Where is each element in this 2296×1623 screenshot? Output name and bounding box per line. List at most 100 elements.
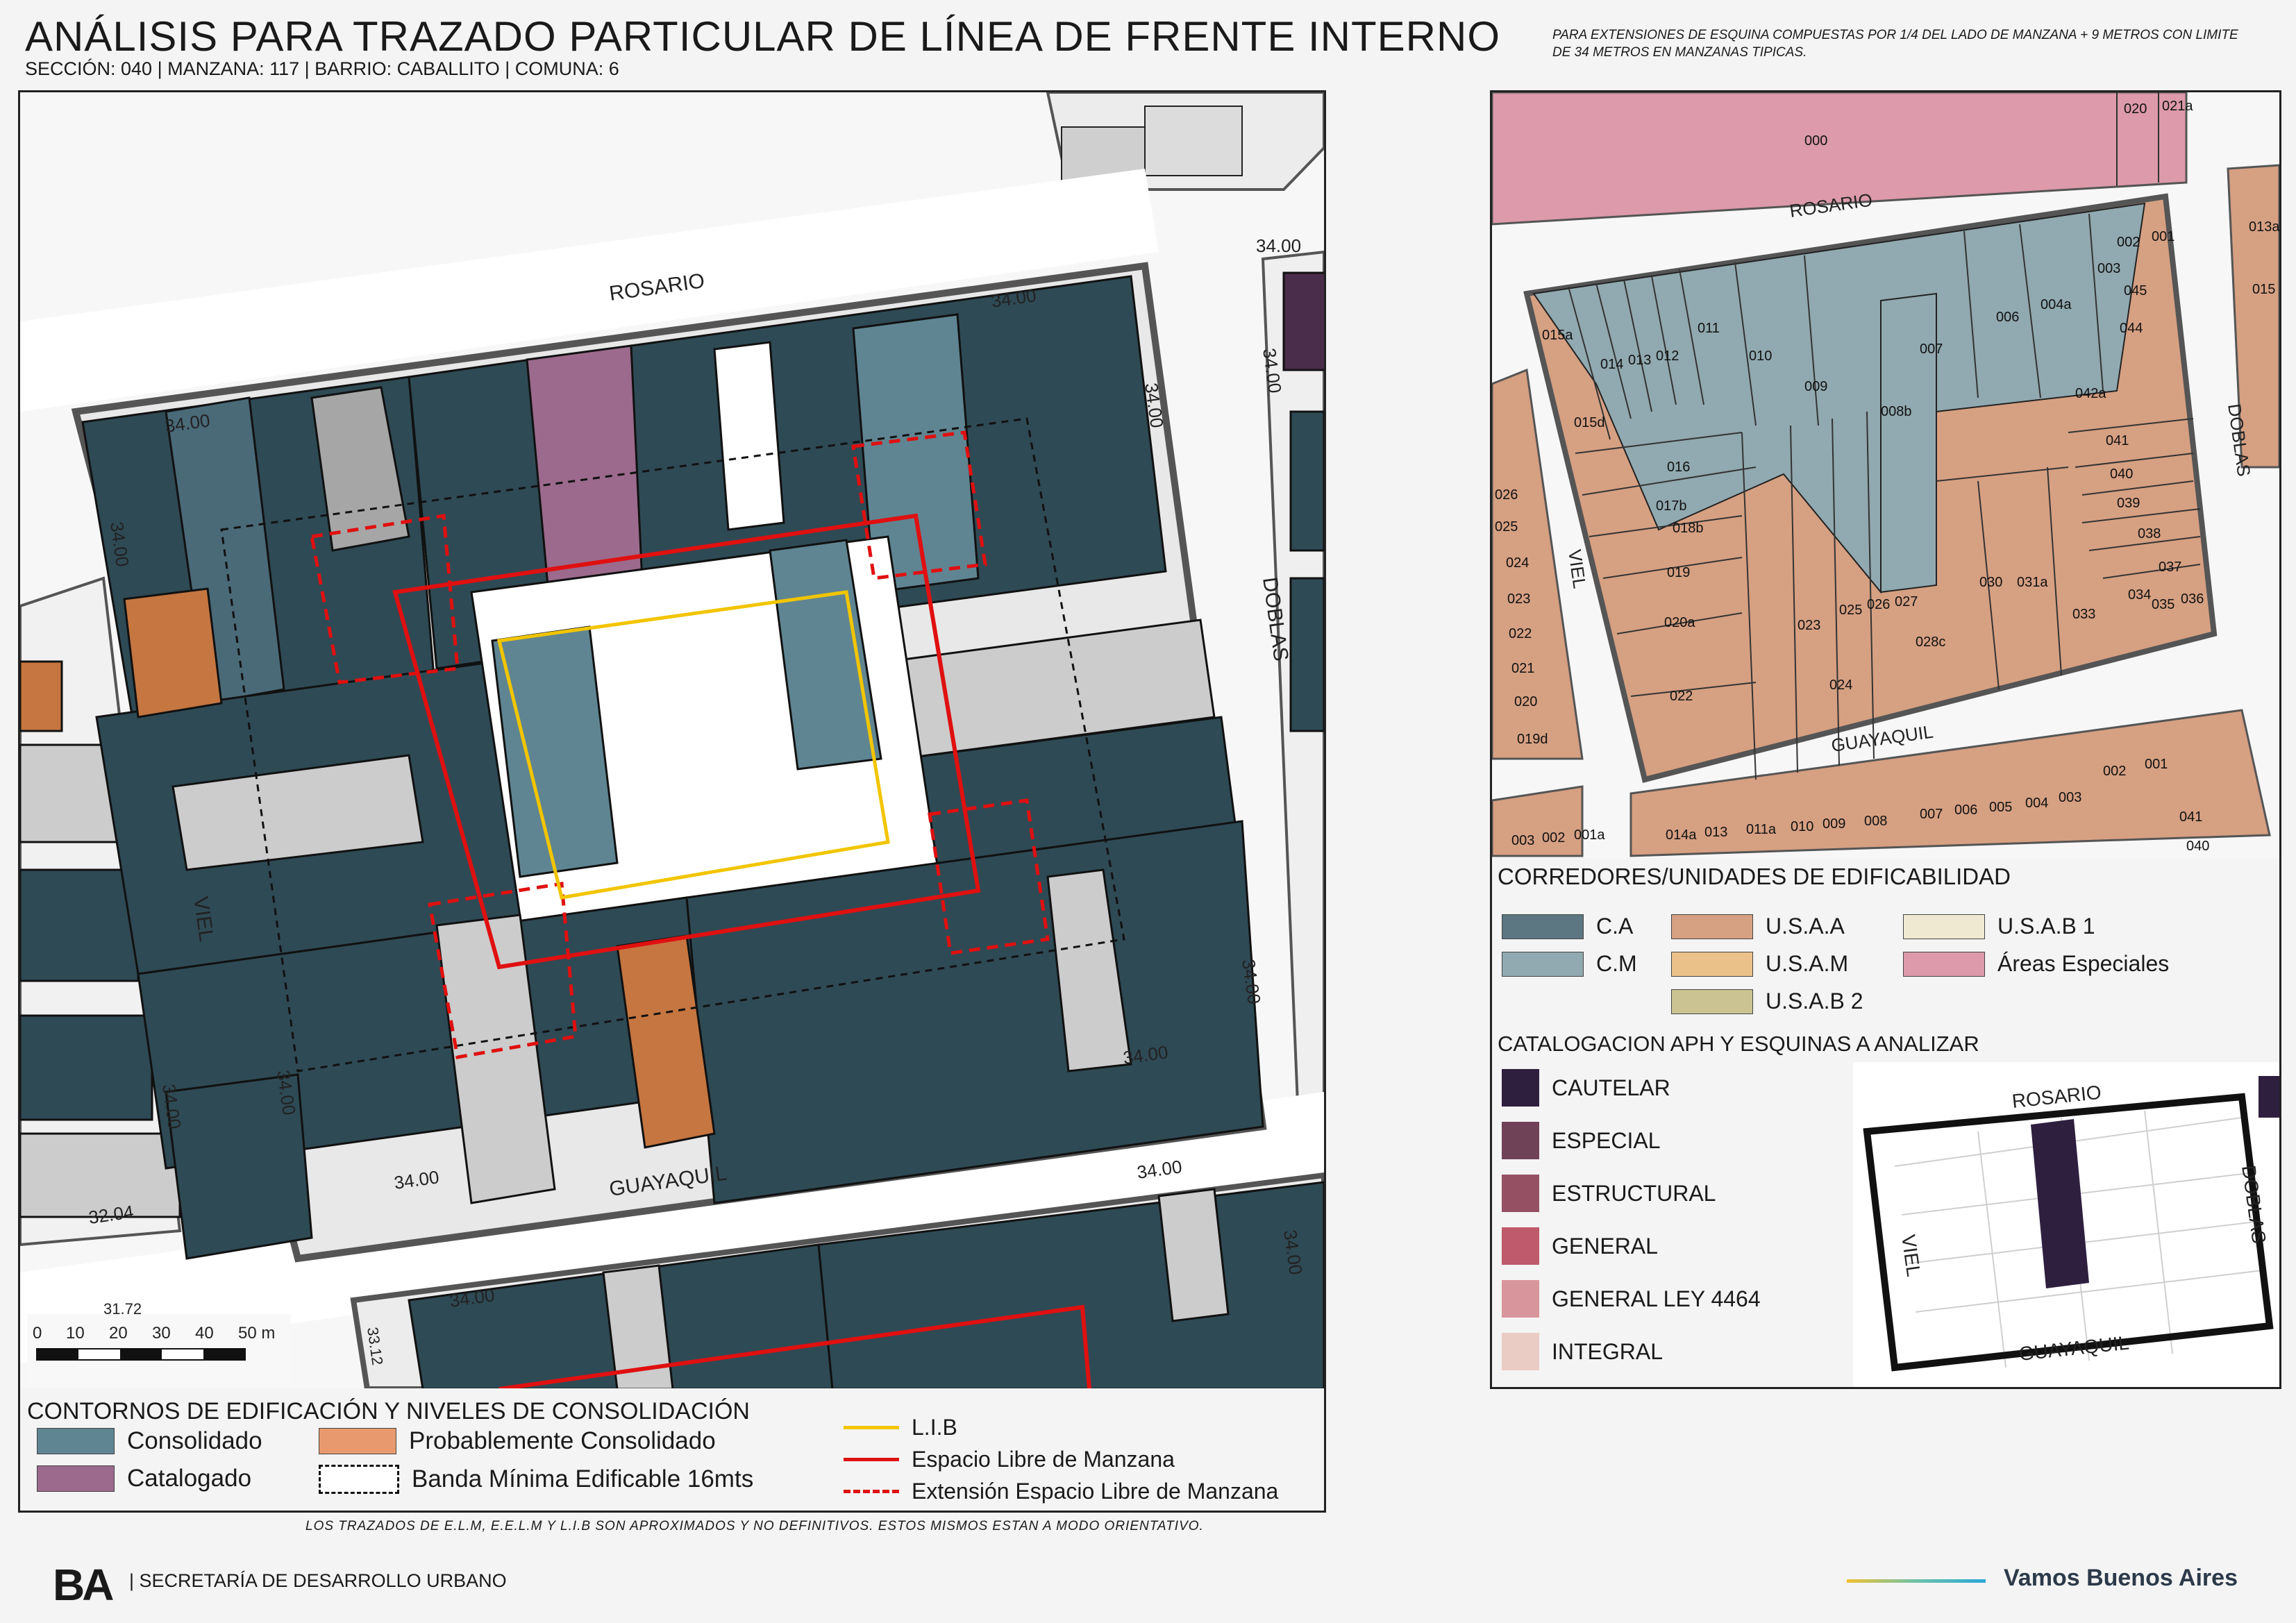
svg-text:010: 010 — [1749, 348, 1772, 364]
legend-swatch — [1671, 951, 1753, 977]
legend-swatch — [1502, 914, 1584, 939]
svg-text:015d: 015d — [1574, 415, 1605, 430]
svg-text:041: 041 — [2179, 809, 2202, 825]
svg-text:042a: 042a — [2075, 386, 2106, 401]
svg-text:037: 037 — [2159, 560, 2181, 575]
legend-swatch — [1502, 1069, 1539, 1107]
svg-text:002: 002 — [2117, 235, 2140, 250]
legend-item-especial: ESPECIAL — [1502, 1122, 1661, 1159]
svg-text:021: 021 — [1511, 661, 1534, 676]
svg-text:044: 044 — [2120, 321, 2143, 336]
legend-swatch — [1671, 914, 1753, 939]
svg-text:003: 003 — [2059, 790, 2081, 805]
catalog-legend: CATALOGACION APH Y ESQUINAS A ANALIZAR C… — [1490, 1026, 2281, 1389]
svg-text:025: 025 — [1839, 603, 1862, 618]
legend-swatch — [319, 1428, 396, 1454]
svg-text:013a: 013a — [2249, 219, 2279, 235]
svg-text:011: 011 — [1698, 321, 1720, 336]
svg-text:20: 20 — [109, 1324, 128, 1343]
svg-text:036: 036 — [2181, 591, 2204, 607]
svg-text:003: 003 — [1511, 833, 1534, 848]
ba-logo: BA — [53, 1560, 114, 1610]
legend-item-consolidado: Consolidado — [37, 1427, 262, 1455]
svg-text:004: 004 — [2025, 796, 2048, 811]
svg-text:045: 045 — [2124, 283, 2147, 298]
svg-text:033: 033 — [2072, 607, 2095, 622]
svg-text:40: 40 — [195, 1324, 214, 1343]
legend-item-cm: C.M — [1502, 951, 1637, 977]
svg-text:006: 006 — [1954, 802, 1977, 818]
legend-item-probablemente: Probablemente Consolidado — [319, 1427, 716, 1455]
legend-line — [844, 1426, 899, 1429]
legend-item-integral: INTEGRAL — [1502, 1333, 1663, 1370]
svg-text:009: 009 — [1822, 816, 1845, 832]
org-name: | SECRETARÍA DE DESARROLLO URBANO — [129, 1570, 507, 1591]
svg-text:001: 001 — [2145, 757, 2168, 772]
legend-line-eelm: Extensión Espacio Libre de Manzana — [844, 1479, 1278, 1504]
svg-text:012: 012 — [1656, 348, 1679, 364]
svg-text:014a: 014a — [1666, 827, 1697, 843]
legend-item-catalogado: Catalogado — [37, 1465, 251, 1492]
svg-text:038: 038 — [2138, 526, 2161, 541]
corredores-title: CORREDORES/UNIDADES DE EDIFICABILIDAD — [1498, 864, 2011, 889]
dim-label: 34.00 — [1256, 235, 1301, 256]
svg-text:013: 013 — [1704, 825, 1727, 840]
scale-bar: 0 10 20 30 40 50 m — [27, 1314, 291, 1384]
svg-text:001: 001 — [2152, 229, 2175, 244]
legend-swatch — [1903, 951, 1985, 977]
legend-swatch — [1502, 1280, 1539, 1318]
legend-item-estructural: ESTRUCTURAL — [1502, 1175, 1716, 1212]
svg-text:020a: 020a — [1664, 615, 1695, 630]
svg-text:019d: 019d — [1517, 732, 1548, 747]
svg-text:034: 034 — [2128, 587, 2151, 603]
svg-text:026: 026 — [1867, 597, 1890, 612]
svg-text:0: 0 — [33, 1324, 42, 1343]
svg-text:026: 026 — [1495, 487, 1518, 503]
legend-line-elm: Espacio Libre de Manzana — [844, 1447, 1175, 1472]
svg-text:028c: 028c — [1916, 634, 1945, 650]
legend-item-banda: Banda Mínima Edificable 16mts — [319, 1465, 753, 1494]
svg-text:041: 041 — [2106, 433, 2129, 448]
svg-text:023: 023 — [1507, 591, 1530, 607]
corredores-legend: CORREDORES/UNIDADES DE EDIFICABILIDAD C.… — [1490, 858, 2281, 1028]
parcel-label: 021a — [2162, 99, 2193, 114]
legend-swatch — [1671, 989, 1753, 1014]
parcel-map: 000 020 021a 013a 015 — [1490, 90, 2281, 862]
svg-text:007: 007 — [1920, 342, 1943, 357]
svg-text:039: 039 — [2117, 496, 2140, 511]
svg-text:004a: 004a — [2041, 297, 2072, 312]
legend-swatch — [1502, 1333, 1539, 1370]
slogan: Vamos Buenos Aires — [2004, 1565, 2238, 1591]
svg-text:008b: 008b — [1881, 404, 1912, 419]
slogan-line — [1847, 1579, 1986, 1583]
legend-line — [844, 1458, 899, 1461]
svg-text:020: 020 — [1514, 694, 1537, 709]
svg-text:022: 022 — [1670, 689, 1693, 704]
svg-text:001a: 001a — [1574, 827, 1605, 843]
svg-text:035: 035 — [2152, 597, 2175, 612]
main-map: ROSARIO DOBLAS GUAYAQUIL VIEL 34.00 34.0… — [18, 90, 1326, 1391]
header-note: PARA EXTENSIONES DE ESQUINA COMPUESTAS P… — [1552, 28, 2238, 60]
svg-text:015a: 015a — [1542, 328, 1573, 343]
legend-item-usab2: U.S.A.B 2 — [1671, 989, 1863, 1014]
svg-text:010: 010 — [1791, 819, 1813, 834]
inset-map: ROSARIO DOBLAS GUAYAQUIL VIEL — [1853, 1062, 2279, 1387]
svg-text:006: 006 — [1996, 310, 2019, 325]
svg-text:024: 024 — [1829, 678, 1852, 693]
legend-swatch — [319, 1465, 399, 1494]
legend-item-general-ley: GENERAL LEY 4464 — [1502, 1280, 1761, 1318]
svg-text:018b: 018b — [1673, 521, 1704, 536]
svg-text:014: 014 — [1600, 357, 1623, 372]
svg-text:023: 023 — [1798, 618, 1820, 633]
legend-swatch — [1502, 951, 1584, 977]
svg-text:013: 013 — [1628, 353, 1651, 368]
svg-text:002: 002 — [1542, 830, 1565, 846]
page-title: ANÁLISIS PARA TRAZADO PARTICULAR DE LÍNE… — [25, 13, 1501, 60]
svg-text:031a: 031a — [2017, 575, 2048, 590]
legend-item-cautelar: CAUTELAR — [1502, 1069, 1670, 1107]
main-legend: CONTORNOS DE EDIFICACIÓN Y NIVELES DE CO… — [18, 1388, 1326, 1513]
legend-line — [844, 1490, 899, 1493]
parcel-label: 020 — [2124, 101, 2147, 117]
svg-text:009: 009 — [1804, 379, 1827, 394]
legend-item-areas-especiales: Áreas Especiales — [1903, 951, 2169, 977]
